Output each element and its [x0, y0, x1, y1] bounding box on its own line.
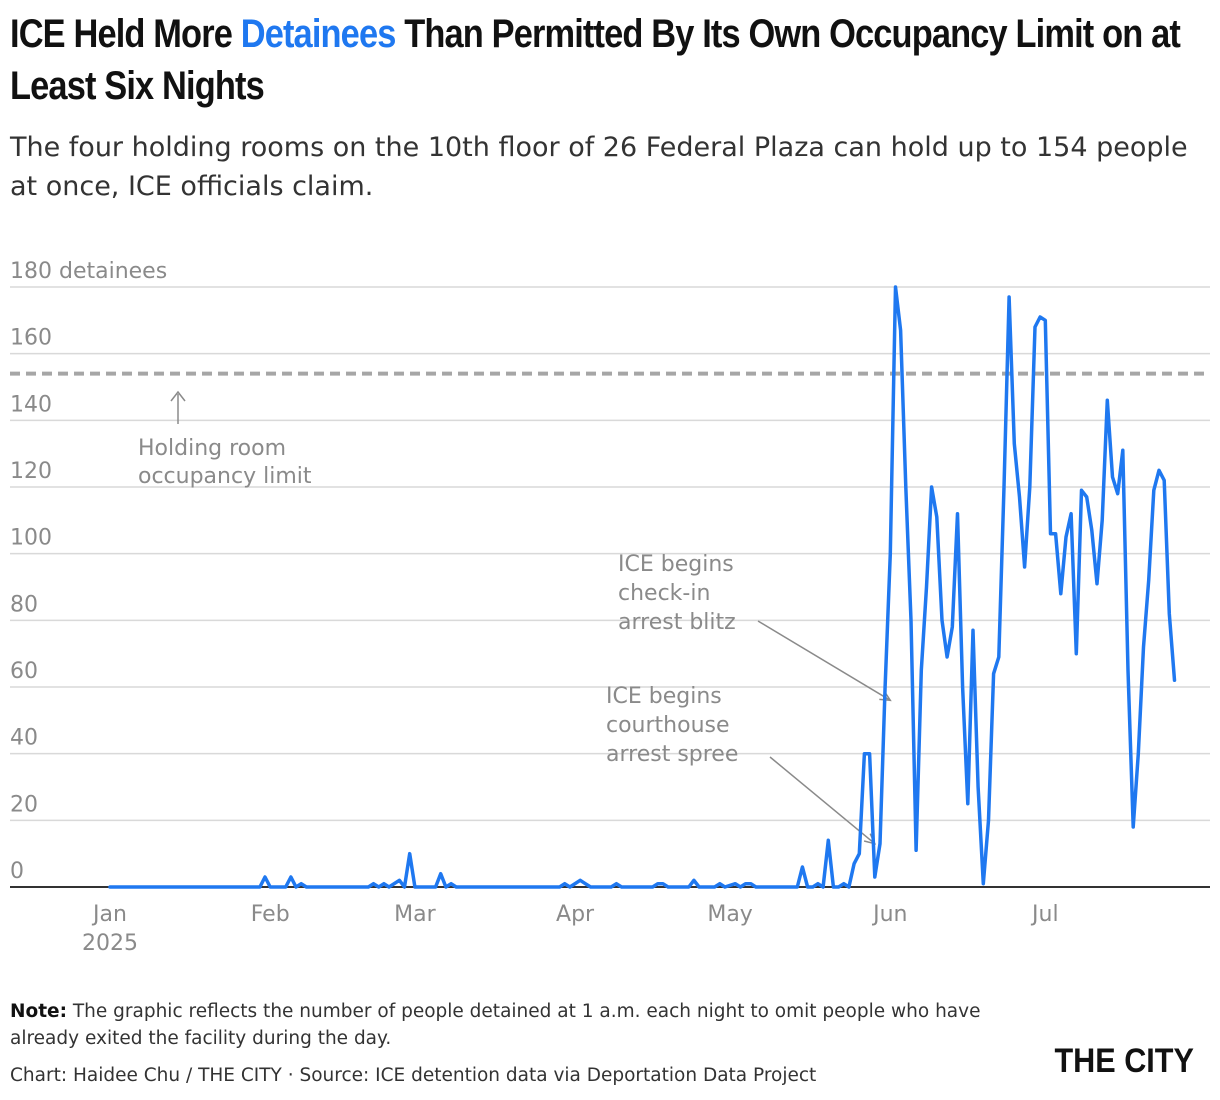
x-tick-label: Jan: [91, 902, 127, 927]
x-tick-year-label: 2025: [82, 931, 138, 956]
annotation-text-line: courthouse: [606, 713, 730, 738]
note-label: Note:: [10, 1001, 67, 1022]
occupancy-limit-label: Holding room occupancy limit: [138, 436, 312, 489]
chart-title: ICE Held More Detainees Than Permitted B…: [10, 8, 1214, 112]
title-part-1: ICE Held More: [10, 12, 241, 56]
x-tick-label: Mar: [394, 902, 436, 927]
title-part-2: Than Permitted By Its Own Occupancy Limi…: [10, 12, 1181, 108]
y-tick-label: 40: [10, 726, 38, 751]
y-tick-label: 140: [10, 392, 52, 417]
series: [108, 285, 1177, 889]
chart-note: Note: The graphic reflects the number of…: [10, 998, 1020, 1052]
y-tick-label: 60: [10, 659, 38, 684]
detainee-count-line: [108, 285, 1177, 889]
x-tick-label: Jul: [1030, 902, 1059, 927]
annotation-text-line: arrest spree: [606, 742, 738, 767]
y-tick-label: 160: [10, 326, 52, 351]
y-tick-label: 120: [10, 459, 52, 484]
line-chart: 0 20 40 60 80 100 120 140 160 180 detainees Jan 20…: [10, 259, 1210, 956]
y-axis-tick-labels: 0 20 40 60 80 100 120 140 160 180 detainees: [10, 259, 167, 884]
title-accent-word: Detainees: [240, 12, 397, 56]
x-axis-tick-labels: Jan 2025 Feb Mar Apr May Jun Jul: [82, 902, 1059, 956]
annotation-text-line: check-in: [618, 581, 710, 606]
annotation-text-line: ICE begins: [606, 684, 722, 709]
occupancy-limit-label-line: occupancy limit: [138, 464, 312, 489]
y-tick-label: 0: [10, 859, 24, 884]
y-tick-label: 180 detainees: [10, 259, 167, 284]
x-tick-label: Apr: [556, 902, 595, 927]
note-text: The graphic reflects the number of peopl…: [10, 1001, 981, 1049]
gridlines: [10, 286, 1210, 888]
limit-arrowhead: [170, 390, 186, 402]
chart-credit: Chart: Haidee Chu / THE CITY · Source: I…: [10, 1065, 817, 1086]
annotation-text-line: ICE begins: [618, 552, 734, 577]
annotation-text-line: arrest blitz: [618, 610, 736, 635]
y-tick-label: 20: [10, 792, 38, 817]
chart-subtitle: The four holding rooms on the 10th floor…: [10, 132, 1188, 202]
x-tick-label: Feb: [251, 902, 290, 927]
x-tick-label: Jun: [871, 902, 907, 927]
occupancy-limit: Holding room occupancy limit: [10, 371, 1210, 489]
occupancy-limit-label-line: Holding room: [138, 436, 286, 461]
annotation-arrow: [757, 620, 891, 701]
annotation-arrow: [769, 756, 876, 845]
y-tick-label: 80: [10, 592, 38, 617]
annotation-text: ICE begins check-in arrest blitz: [618, 552, 736, 635]
annotation-text: ICE begins courthouse arrest spree: [606, 684, 738, 767]
y-tick-label: 100: [10, 526, 52, 551]
x-tick-label: May: [707, 902, 752, 927]
the-city-logo[interactable]: THE CITY: [1054, 1042, 1194, 1080]
